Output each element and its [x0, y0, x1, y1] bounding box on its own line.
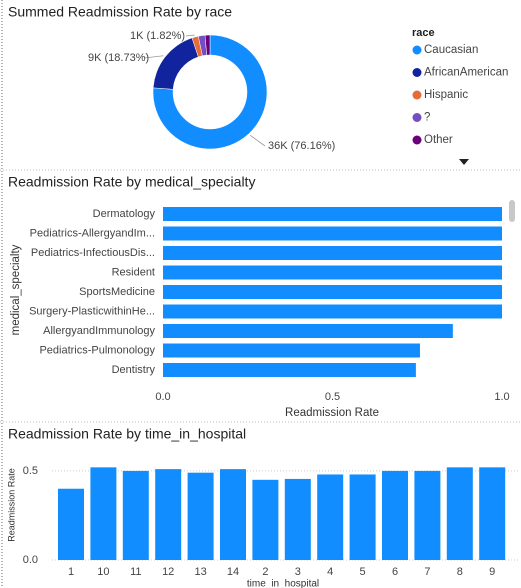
leader-line [249, 134, 266, 147]
bar [58, 488, 84, 560]
bar [220, 469, 246, 560]
legend-scroll-arrow[interactable] [459, 159, 469, 165]
bar [163, 285, 502, 299]
bar [382, 470, 408, 560]
donut-slice [152, 37, 199, 90]
legend-label: Caucasian [424, 44, 478, 56]
x-tick-label: 4 [327, 566, 333, 578]
chart-title: Summed Readmission Rate by race [8, 4, 232, 20]
bar [155, 469, 182, 560]
y-tick-label: Resident [112, 266, 155, 278]
bar [414, 470, 441, 560]
bar [317, 474, 344, 560]
bar [90, 467, 117, 560]
data-label: 36K (76.16%) [268, 140, 335, 152]
y-tick-label: Dentistry [112, 364, 156, 376]
chart-title: Readmission Rate by time_in_hospital [8, 426, 246, 442]
y-tick-label: SportsMedicine [79, 286, 155, 298]
scrollbar[interactable] [509, 200, 515, 222]
donut-slice [204, 34, 211, 56]
x-tick-label: 13 [194, 566, 206, 578]
x-tick-label: 9 [489, 566, 495, 578]
y-tick-label: Pediatrics-AllergyandIm... [30, 227, 155, 239]
x-tick-label: 12 [162, 566, 174, 578]
x-tick-label: 1 [68, 566, 74, 578]
bar [163, 363, 416, 377]
x-tick-label: 1.0 [494, 391, 509, 403]
y-tick-label: Pediatrics-Pulmonology [39, 344, 155, 356]
leader-line [185, 34, 195, 37]
legend-marker [412, 113, 422, 122]
legend-label: Other [424, 134, 453, 146]
bar [163, 246, 502, 260]
donut-slice [152, 34, 268, 150]
bar [163, 226, 502, 241]
x-tick-label: 8 [457, 566, 463, 578]
bar [284, 478, 311, 560]
legend-marker [412, 68, 422, 77]
legend-marker [412, 90, 422, 100]
x-tick-label: 5 [360, 566, 366, 578]
data-label: 9K (18.73%) [88, 52, 149, 64]
x-axis-title: time_in_hospital [247, 579, 319, 588]
bar [252, 479, 279, 560]
leader-line [143, 55, 164, 59]
bar [349, 474, 376, 560]
y-tick-label: Pediatrics-InfectiousDis... [31, 247, 155, 259]
bar [187, 472, 214, 560]
bar [479, 467, 506, 560]
x-tick-label: 2 [262, 566, 268, 578]
y-tick-label: Dermatology [93, 208, 156, 220]
bar [163, 304, 502, 319]
y-tick-label: 0.0 [23, 554, 38, 566]
x-tick-label: 6 [392, 566, 398, 578]
bar [163, 265, 502, 280]
legend-label: Hispanic [424, 89, 468, 101]
legend-title: race [412, 27, 435, 39]
bar [163, 207, 502, 221]
x-tick-label: 0.0 [155, 391, 170, 403]
x-tick-label: 11 [130, 566, 141, 578]
data-label: 1K (1.82%) [130, 30, 185, 42]
legend-marker [412, 45, 422, 55]
bar [163, 343, 420, 358]
x-axis-title: Readmission Rate [285, 407, 379, 419]
bar [122, 470, 149, 560]
y-tick-label: AllergyandImmunology [43, 325, 155, 337]
legend-label: AfricanAmerican [424, 67, 508, 79]
x-tick-label: 14 [227, 566, 239, 578]
y-tick-label: 0.5 [23, 465, 38, 477]
y-axis-title: Readmission Rate [6, 468, 16, 542]
y-axis-title: medical_specialty [10, 244, 22, 335]
legend-label: ? [424, 112, 430, 124]
x-tick-label: 3 [295, 566, 301, 578]
x-tick-label: 0.5 [325, 391, 340, 403]
x-tick-label: 10 [97, 566, 109, 578]
bar [163, 324, 453, 338]
chart-title: Readmission Rate by medical_specialty [8, 174, 255, 190]
legend-marker [412, 135, 422, 145]
x-tick-label: 7 [424, 566, 430, 578]
bar [446, 467, 473, 560]
y-tick-label: Surgery-PlasticwithinHe... [29, 305, 155, 317]
